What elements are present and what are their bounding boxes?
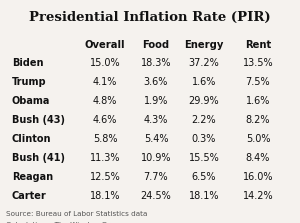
Text: 0.3%: 0.3%: [192, 134, 216, 144]
Text: 13.5%: 13.5%: [243, 58, 273, 68]
Text: 18.3%: 18.3%: [141, 58, 171, 68]
Text: Source: Bureau of Labor Statistics data: Source: Bureau of Labor Statistics data: [6, 211, 147, 217]
Text: 14.2%: 14.2%: [243, 191, 273, 201]
Text: 1.6%: 1.6%: [192, 77, 216, 87]
Text: 8.4%: 8.4%: [246, 153, 270, 163]
Text: 2.2%: 2.2%: [192, 115, 216, 125]
Text: Obama: Obama: [12, 96, 50, 106]
Text: 37.2%: 37.2%: [189, 58, 219, 68]
Text: 12.5%: 12.5%: [90, 172, 120, 182]
Text: 16.0%: 16.0%: [243, 172, 273, 182]
Text: 4.6%: 4.6%: [93, 115, 117, 125]
Text: 7.5%: 7.5%: [246, 77, 270, 87]
Text: 3.6%: 3.6%: [144, 77, 168, 87]
Text: 7.7%: 7.7%: [144, 172, 168, 182]
Text: Biden: Biden: [12, 58, 43, 68]
Text: 24.5%: 24.5%: [141, 191, 171, 201]
Text: Bush (41): Bush (41): [12, 153, 65, 163]
Text: Calculations: The Winston Group: Calculations: The Winston Group: [6, 222, 124, 223]
Text: 29.9%: 29.9%: [189, 96, 219, 106]
Text: 1.9%: 1.9%: [144, 96, 168, 106]
Text: 1.6%: 1.6%: [246, 96, 270, 106]
Text: 6.5%: 6.5%: [192, 172, 216, 182]
Text: Overall: Overall: [85, 40, 125, 50]
Text: 4.3%: 4.3%: [144, 115, 168, 125]
Text: Bush (43): Bush (43): [12, 115, 65, 125]
Text: 8.2%: 8.2%: [246, 115, 270, 125]
Text: 4.8%: 4.8%: [93, 96, 117, 106]
Text: 10.9%: 10.9%: [141, 153, 171, 163]
Text: 5.0%: 5.0%: [246, 134, 270, 144]
Text: 18.1%: 18.1%: [189, 191, 219, 201]
Text: Trump: Trump: [12, 77, 46, 87]
Text: Clinton: Clinton: [12, 134, 52, 144]
Text: 11.3%: 11.3%: [90, 153, 120, 163]
Text: Rent: Rent: [245, 40, 271, 50]
Text: 4.1%: 4.1%: [93, 77, 117, 87]
Text: Reagan: Reagan: [12, 172, 53, 182]
Text: Presidential Inflation Rate (PIR): Presidential Inflation Rate (PIR): [29, 11, 271, 24]
Text: 15.5%: 15.5%: [189, 153, 219, 163]
Text: Food: Food: [142, 40, 170, 50]
Text: 5.8%: 5.8%: [93, 134, 117, 144]
Text: Carter: Carter: [12, 191, 47, 201]
Text: Energy: Energy: [184, 40, 224, 50]
Text: 18.1%: 18.1%: [90, 191, 120, 201]
Text: 5.4%: 5.4%: [144, 134, 168, 144]
Text: 15.0%: 15.0%: [90, 58, 120, 68]
